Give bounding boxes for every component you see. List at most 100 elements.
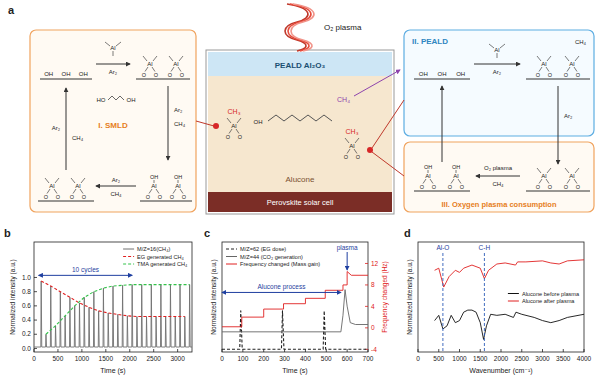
- reagent-label: Ar₂: [174, 107, 183, 113]
- bond: [458, 179, 461, 184]
- atom-label: OH: [424, 164, 432, 170]
- bond: [236, 129, 239, 134]
- tick: [34, 305, 37, 306]
- legend-label: Alucone after plasma: [522, 298, 575, 304]
- atom-label: O: [548, 184, 553, 190]
- tick-label: 300: [279, 355, 290, 362]
- bond: [171, 67, 174, 72]
- methyl-label: CH₃: [228, 108, 241, 115]
- atom-label: Al: [569, 173, 574, 179]
- tick-label: 0.8: [22, 288, 31, 295]
- tick-label: 0: [220, 355, 224, 362]
- atom-label: O: [460, 184, 465, 190]
- atom-label: O: [420, 184, 425, 190]
- bond: [180, 189, 183, 194]
- atom-label: Al: [569, 61, 574, 67]
- atom-label: O: [564, 72, 569, 78]
- tick-label: 3500: [556, 355, 571, 362]
- atom-label: Al: [541, 173, 546, 179]
- legend-swatch: [226, 264, 237, 265]
- chart-panel: b0500100015002000250030000.00.20.40.60.8…: [4, 227, 192, 375]
- tick-label: 1500: [99, 355, 114, 362]
- axis-title: Normalized intensity (a.u.): [406, 259, 414, 335]
- bond: [537, 56, 541, 61]
- tick-label: 500: [433, 355, 444, 362]
- annotation-arrow: [347, 252, 348, 270]
- tick-label: 200: [258, 355, 269, 362]
- bond: [116, 42, 121, 46]
- bond: [428, 170, 429, 173]
- bond: [47, 189, 50, 194]
- axis-title: Normalized intensity (a.u.): [210, 259, 218, 335]
- tick: [34, 334, 37, 335]
- tick: [480, 349, 481, 352]
- atom-label: Al: [494, 47, 499, 53]
- bond: [456, 170, 457, 173]
- tick-label: 4000: [577, 355, 592, 362]
- atom-label: O: [576, 184, 581, 190]
- series-line: [222, 272, 368, 327]
- tick-label: 2000: [123, 355, 138, 362]
- atom-label: OH: [62, 71, 71, 77]
- atom-label: O: [146, 194, 151, 200]
- step-title: I. SMLD: [98, 121, 128, 130]
- tick: [57, 349, 58, 352]
- step-box: [404, 30, 594, 136]
- step-title: III. Oxygen plasma consumption: [441, 200, 556, 209]
- bond: [54, 189, 57, 194]
- axis-title: Wavenumber (cm⁻¹): [469, 367, 532, 375]
- plasma-label: O₂ plasma: [324, 23, 362, 32]
- bond: [227, 118, 231, 123]
- tick: [365, 306, 368, 307]
- annotation: C-H: [479, 244, 491, 251]
- reagent-label: Ar₂: [564, 113, 573, 119]
- tick-label: 2500: [515, 355, 530, 362]
- bond: [154, 180, 155, 183]
- bond: [73, 189, 76, 194]
- chart-panel: d05001000150020002500300035004000Wavenum…: [404, 227, 592, 375]
- legend-label: M/Z=62 (EG dose): [240, 246, 286, 252]
- atom-label: O: [548, 72, 553, 78]
- reagent-label: CH₄: [72, 135, 84, 141]
- tick: [418, 349, 419, 352]
- tick: [365, 284, 368, 285]
- legend-label: Alucone before plasma: [522, 291, 580, 297]
- tick: [521, 349, 522, 352]
- series-line: [435, 260, 584, 287]
- legend-label: M/Z=44 (CO₂ generation): [240, 254, 303, 260]
- legend-swatch: [123, 256, 134, 257]
- legend: M/Z=62 (EG dose)M/Z=44 (CO₂ generation)F…: [226, 246, 320, 267]
- bond: [567, 179, 570, 184]
- layer-label: PEALD Al₂O₃: [275, 61, 326, 70]
- reagent-label: Ar₂: [112, 177, 121, 183]
- legend-swatch: [508, 293, 519, 294]
- panel-a: aOHOHOHAlAr₂AlOOAlOOHOOHI. SMLDAr₂CH₄AlO…: [8, 4, 594, 214]
- tick-label: 0.4: [22, 316, 31, 323]
- atom-label: O: [70, 194, 75, 200]
- reagent-label: Ar₂: [52, 125, 61, 131]
- bond: [500, 44, 505, 48]
- bond: [345, 138, 349, 143]
- tick: [365, 327, 368, 328]
- atom-label: O: [158, 194, 163, 200]
- bond: [347, 149, 350, 154]
- atom-label: O: [182, 194, 187, 200]
- surface: [40, 78, 92, 79]
- bond: [237, 118, 241, 123]
- bond: [354, 149, 357, 154]
- tick-label: 4: [371, 303, 375, 310]
- tick-label: 100: [237, 355, 248, 362]
- series-line: [435, 310, 584, 339]
- tick: [34, 291, 37, 292]
- eg-chain: [108, 96, 124, 100]
- alucone-chain: [268, 115, 332, 121]
- bond: [546, 67, 549, 72]
- connector-dot: [367, 147, 373, 153]
- chart-panel: c0100200300400500600700-404812Time (s)No…: [204, 227, 389, 375]
- reagent-label: CH₄: [110, 191, 122, 197]
- atom-label: Al: [75, 183, 80, 189]
- layer: [208, 76, 392, 192]
- axis-title: Normalized intensity (a.u.): [9, 259, 17, 335]
- atom-label: Al: [425, 173, 430, 179]
- atom-label: O: [142, 72, 147, 78]
